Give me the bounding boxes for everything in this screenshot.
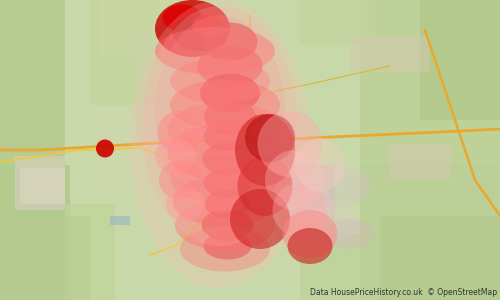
Bar: [20, 168, 65, 204]
Ellipse shape: [159, 160, 201, 200]
Ellipse shape: [272, 183, 328, 237]
Ellipse shape: [295, 138, 345, 192]
Ellipse shape: [130, 0, 310, 288]
Ellipse shape: [155, 27, 275, 75]
Bar: [65, 204, 115, 300]
Ellipse shape: [170, 58, 270, 104]
Ellipse shape: [172, 176, 278, 226]
Bar: [0, 165, 70, 300]
Ellipse shape: [310, 165, 370, 207]
Ellipse shape: [180, 226, 270, 272]
Bar: [380, 216, 500, 300]
Ellipse shape: [204, 168, 252, 198]
Ellipse shape: [204, 100, 256, 134]
Ellipse shape: [166, 187, 204, 221]
Ellipse shape: [168, 102, 282, 156]
Ellipse shape: [282, 210, 338, 258]
Ellipse shape: [155, 0, 230, 57]
Bar: [90, 0, 160, 105]
Ellipse shape: [172, 15, 228, 51]
Bar: [110, 216, 130, 225]
Ellipse shape: [168, 124, 282, 182]
Bar: [90, 105, 130, 195]
Bar: [390, 144, 450, 180]
Ellipse shape: [170, 150, 280, 204]
Ellipse shape: [205, 190, 250, 218]
Bar: [275, 210, 335, 240]
Ellipse shape: [202, 142, 252, 176]
Ellipse shape: [285, 186, 335, 222]
Bar: [350, 36, 430, 72]
Bar: [360, 165, 500, 300]
Bar: [200, 30, 250, 54]
Bar: [175, 180, 205, 192]
Ellipse shape: [204, 232, 252, 260]
Ellipse shape: [204, 122, 252, 152]
Ellipse shape: [155, 138, 195, 174]
Bar: [0, 0, 65, 165]
Bar: [100, 0, 190, 54]
Ellipse shape: [192, 14, 228, 38]
Ellipse shape: [258, 111, 322, 177]
Bar: [275, 165, 335, 210]
Ellipse shape: [170, 80, 280, 130]
Ellipse shape: [96, 140, 114, 158]
Ellipse shape: [235, 114, 295, 186]
Ellipse shape: [142, 6, 298, 246]
Ellipse shape: [202, 209, 254, 241]
Bar: [15, 156, 65, 210]
Ellipse shape: [158, 111, 202, 153]
Ellipse shape: [198, 45, 262, 87]
Ellipse shape: [245, 171, 305, 201]
Ellipse shape: [230, 189, 290, 249]
Ellipse shape: [200, 74, 260, 112]
Ellipse shape: [325, 219, 375, 249]
Bar: [300, 0, 375, 45]
Ellipse shape: [162, 4, 202, 32]
Bar: [135, 96, 195, 150]
Ellipse shape: [155, 15, 285, 213]
Text: Data HousePriceHistory.co.uk  © OpenStreetMap: Data HousePriceHistory.co.uk © OpenStree…: [310, 288, 498, 297]
Bar: [135, 30, 225, 96]
Ellipse shape: [202, 22, 258, 62]
Ellipse shape: [288, 228, 333, 264]
Bar: [420, 0, 500, 120]
Ellipse shape: [238, 156, 292, 216]
Ellipse shape: [265, 150, 325, 210]
Bar: [300, 234, 360, 300]
Bar: [0, 216, 90, 300]
Ellipse shape: [175, 200, 275, 250]
Bar: [360, 0, 500, 165]
Ellipse shape: [245, 114, 295, 162]
Ellipse shape: [290, 207, 360, 243]
